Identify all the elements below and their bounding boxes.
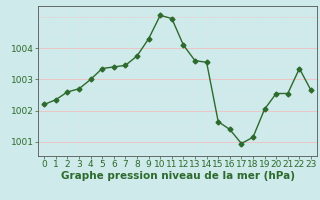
X-axis label: Graphe pression niveau de la mer (hPa): Graphe pression niveau de la mer (hPa): [60, 171, 295, 181]
